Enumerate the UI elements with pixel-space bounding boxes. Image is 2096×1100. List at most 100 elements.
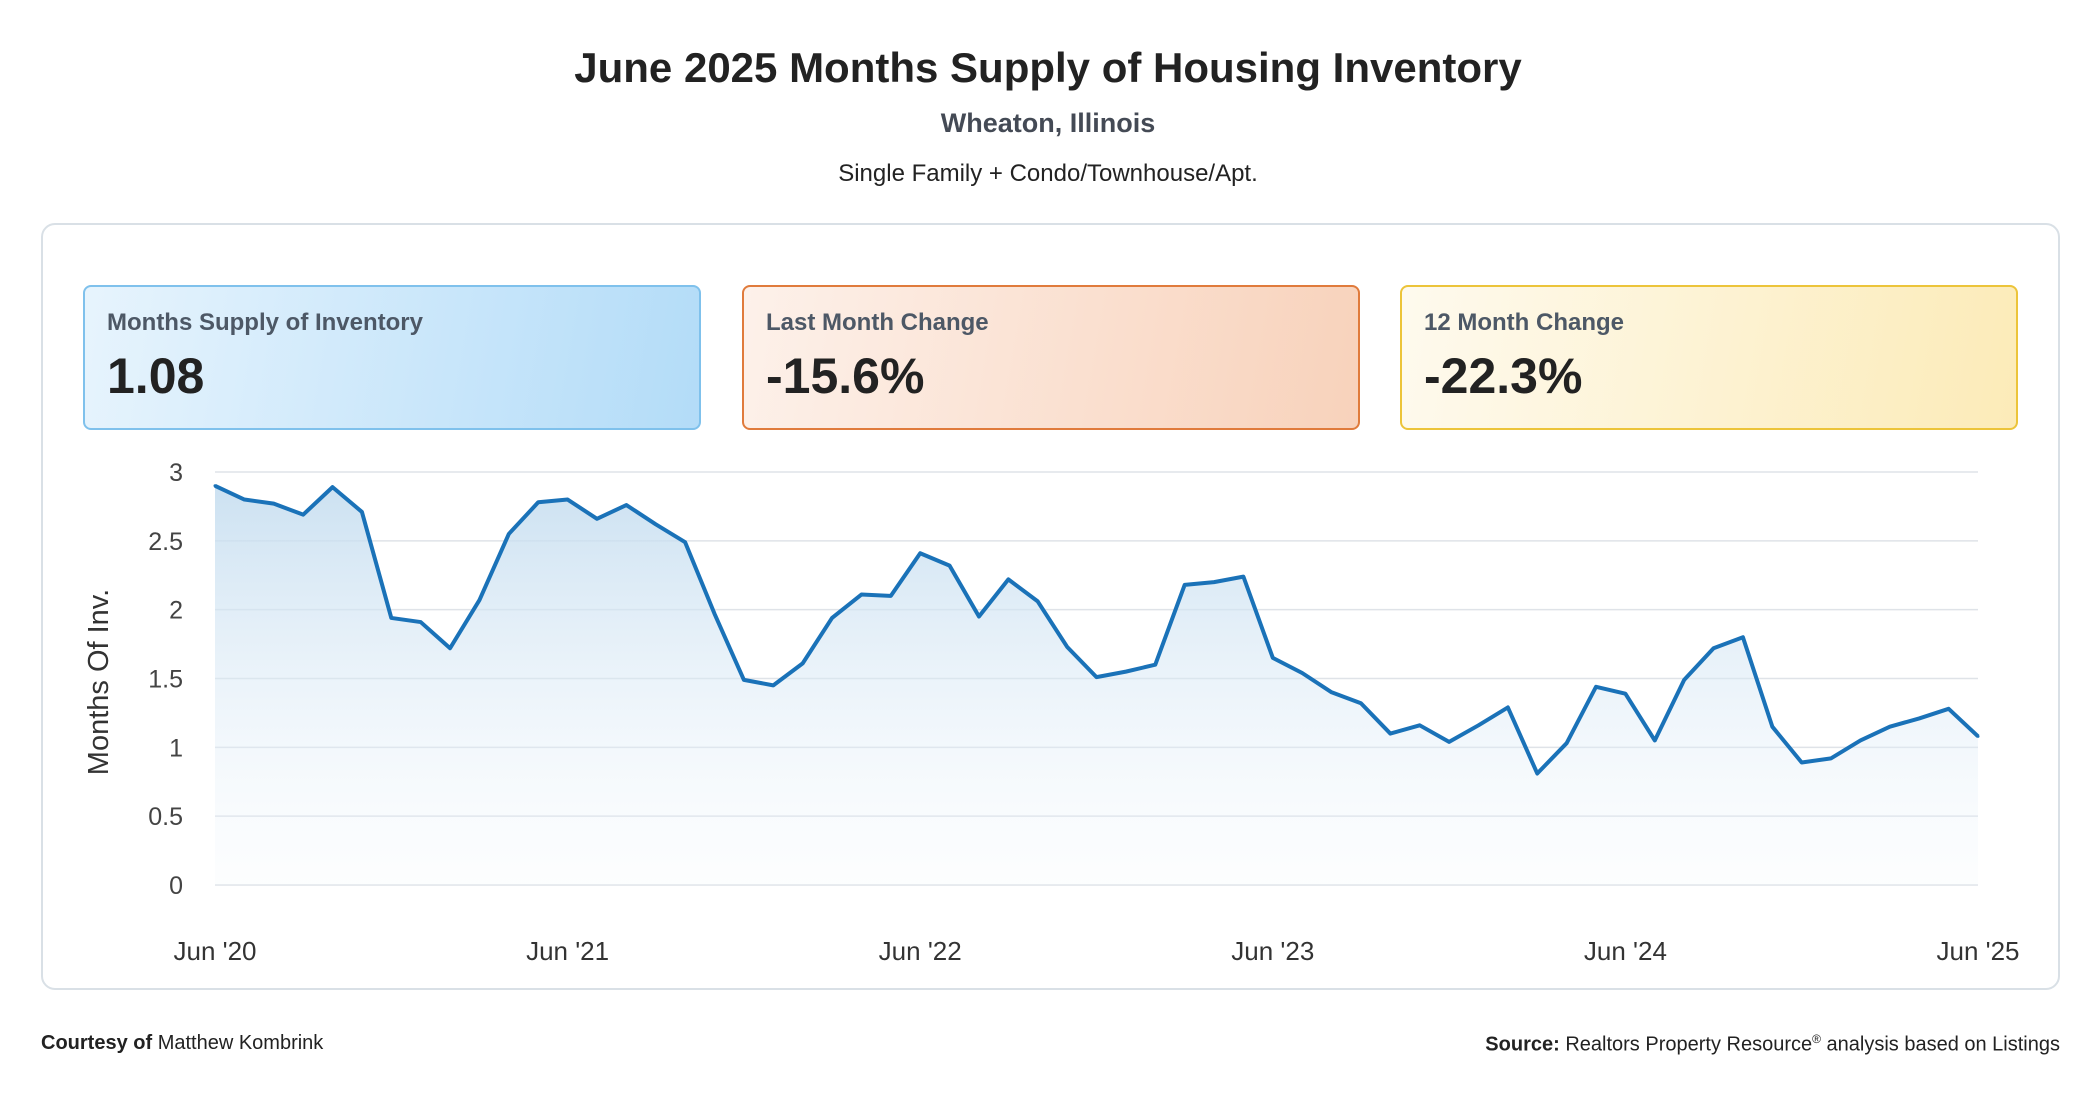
data-point (948, 564, 952, 568)
data-point (1506, 705, 1510, 709)
twelve-month-change-value: -22.3% (1424, 348, 1583, 404)
data-point (1388, 732, 1392, 736)
data-point (448, 646, 452, 650)
data-point (1741, 635, 1745, 639)
x-tick-label: Jun '20 (173, 936, 256, 966)
series-area-fill (215, 485, 1978, 885)
last-month-change-label: Last Month Change (766, 309, 989, 336)
courtesy-name: Matthew Kombrink (157, 1032, 324, 1054)
last-month-change-value: -15.6% (766, 348, 925, 404)
x-tick-label: Jun '23 (1231, 936, 1314, 966)
data-point (859, 593, 863, 597)
data-point (1712, 646, 1716, 650)
data-point (1976, 734, 1980, 738)
inventory-chart: 00.511.522.53 Jun '20 Jun '21 Jun '22 Jun '… (83, 459, 2020, 966)
x-tick-label: Jun '25 (1936, 936, 2019, 966)
y-tick-label: 2 (169, 597, 183, 625)
source-text: Realtors Property Resource (1565, 1033, 1813, 1056)
source-label: Source: (1485, 1033, 1560, 1056)
data-point (1770, 725, 1774, 729)
data-point (1036, 599, 1040, 603)
data-point (1330, 690, 1334, 694)
data-point (1095, 675, 1098, 679)
last-month-change-card: Last Month Change -15.6% (742, 285, 1360, 430)
data-point (713, 612, 717, 616)
data-point (1800, 760, 1804, 764)
y-tick-label: 0 (169, 872, 183, 900)
courtesy-label: Courtesy of (41, 1032, 153, 1054)
data-point (1623, 692, 1627, 696)
y-tick-label: 3 (169, 459, 183, 487)
y-tick-label: 2.5 (148, 528, 183, 556)
data-point (1682, 678, 1686, 682)
x-tick-label: Jun '21 (526, 936, 609, 966)
data-point (918, 551, 922, 555)
data-point (566, 498, 570, 502)
data-point (1124, 670, 1128, 674)
area-fill-layer (215, 485, 1978, 885)
data-point (389, 616, 393, 620)
data-point (507, 532, 511, 536)
data-point (1241, 575, 1245, 579)
location-subtitle: Wheaton, Illinois (940, 108, 1156, 138)
y-tick-label: 1.5 (148, 666, 183, 694)
property-types-subtitle: Single Family + Condo/Townhouse/Apt. (838, 160, 1258, 187)
data-point (1594, 685, 1598, 689)
data-point (1653, 738, 1657, 742)
data-point (771, 683, 775, 687)
source-suffix: analysis based on Listings (1826, 1033, 2060, 1056)
y-tick-label: 0.5 (148, 803, 183, 831)
data-point (654, 522, 658, 526)
data-point (477, 598, 481, 602)
data-point (301, 513, 305, 517)
data-point (419, 620, 423, 624)
data-point (1829, 756, 1833, 760)
months-supply-label: Months Supply of Inventory (107, 309, 423, 336)
y-tick-label: 1 (169, 734, 183, 762)
data-point (1418, 723, 1422, 727)
x-tick-label: Jun '22 (879, 936, 962, 966)
source-footer: Source: Realtors Property Resource® anal… (1485, 1032, 2060, 1057)
y-tick-labels: 0 0.5 1 1.5 2 2.5 3 (148, 459, 183, 900)
data-point (1535, 771, 1539, 775)
data-point (830, 616, 834, 620)
data-point (595, 517, 599, 521)
page-title: June 2025 Months Supply of Housing Inven… (574, 44, 1522, 91)
data-point (1183, 583, 1187, 587)
x-tick-labels: Jun '20 Jun '21 Jun '22 Jun '23 Jun '24 Jun '… (173, 936, 2019, 966)
data-point (1917, 716, 1921, 720)
data-point (889, 594, 893, 598)
y-axis-label: Months Of Inv. (83, 589, 115, 775)
data-point (1947, 707, 1951, 711)
months-supply-card: Months Supply of Inventory 1.08 (83, 285, 701, 430)
data-point (624, 503, 628, 507)
data-point (331, 485, 335, 489)
data-point (242, 498, 246, 502)
data-point (1006, 577, 1010, 581)
twelve-month-change-label: 12 Month Change (1424, 309, 1625, 336)
data-point (1212, 580, 1216, 584)
courtesy-footer: Courtesy of Matthew Kombrink (41, 1032, 323, 1055)
registered-mark: ® (1812, 1032, 1821, 1046)
data-point (1065, 645, 1069, 649)
data-point (360, 510, 364, 514)
data-point (1888, 725, 1892, 729)
months-supply-value: 1.08 (107, 348, 205, 404)
data-point (801, 661, 805, 665)
data-point (1565, 741, 1569, 745)
data-point (742, 678, 746, 682)
data-point (683, 540, 687, 544)
data-point (213, 484, 217, 488)
data-point (272, 502, 276, 506)
x-tick-label: Jun '24 (1584, 936, 1667, 966)
data-point (1447, 740, 1451, 744)
series-line-layer (213, 483, 1980, 776)
data-point (1476, 723, 1480, 727)
data-point (536, 500, 540, 504)
data-point (1858, 738, 1862, 742)
data-point (1271, 656, 1275, 660)
data-point (1359, 701, 1363, 705)
data-point (1300, 671, 1304, 675)
data-point (1153, 663, 1157, 667)
twelve-month-change-card: 12 Month Change -22.3% (1400, 285, 2018, 430)
